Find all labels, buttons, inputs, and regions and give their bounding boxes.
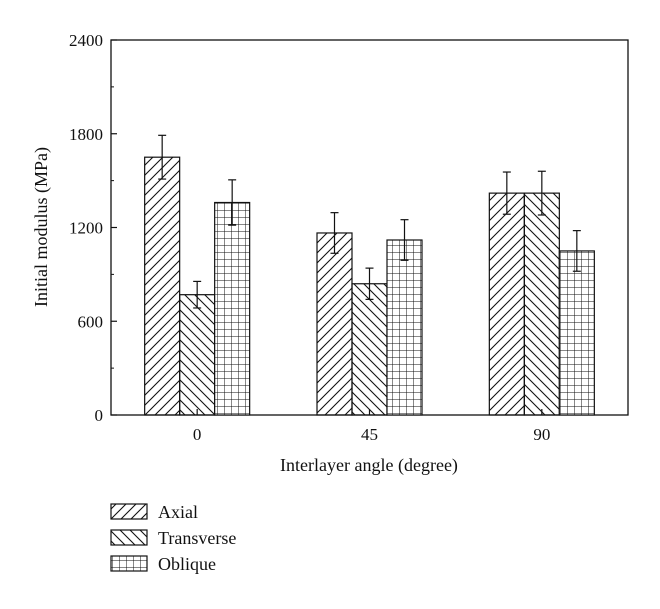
bar-oblique-0 <box>214 201 251 416</box>
error-bar-axial-90 <box>502 171 511 215</box>
error-bar-oblique-45 <box>400 219 409 261</box>
error-bar-transverse-90 <box>537 170 546 216</box>
x-tick-label: 90 <box>533 425 550 444</box>
error-bar-axial-0 <box>158 134 167 180</box>
bar-axial-0 <box>144 156 181 416</box>
legend-swatch <box>110 529 148 546</box>
y-tick-label: 0 <box>95 406 104 425</box>
y-tick-label: 1800 <box>69 125 103 144</box>
error-bars <box>158 134 581 309</box>
error-bar-oblique-90 <box>572 230 581 272</box>
bar-transverse-45 <box>351 283 388 416</box>
x-tick-label: 0 <box>193 425 202 444</box>
legend-item-axial: Axial <box>110 502 198 522</box>
legend-swatch <box>110 555 148 572</box>
x-axis-title: Interlayer angle (degree) <box>280 455 458 476</box>
error-bar-oblique-0 <box>228 179 237 226</box>
error-bar-transverse-45 <box>365 267 374 300</box>
y-tick-label: 1200 <box>69 219 103 238</box>
x-tick-label: 45 <box>361 425 378 444</box>
legend: Axial Transverse Oblique <box>110 502 236 574</box>
legend-label: Oblique <box>158 554 216 574</box>
y-tick-label: 2400 <box>69 31 103 50</box>
bar-transverse-90 <box>523 192 560 416</box>
legend-label: Axial <box>158 502 198 522</box>
bar-axial-45 <box>316 232 353 416</box>
legend-item-transverse: Transverse <box>110 528 236 548</box>
y-axis-title: Initial modulus (MPa) <box>31 147 52 307</box>
bar-axial-90 <box>488 192 525 416</box>
error-bar-axial-45 <box>330 212 339 254</box>
legend-label: Transverse <box>158 528 236 548</box>
legend-item-oblique: Oblique <box>110 554 216 574</box>
error-bar-transverse-0 <box>193 280 202 309</box>
legend-swatch <box>110 503 148 520</box>
bar-transverse-0 <box>179 294 216 416</box>
bar-oblique-45 <box>386 239 423 416</box>
y-tick-label: 600 <box>78 312 104 331</box>
axes: 0 600 1200 1800 2400 0 45 90 <box>69 31 550 444</box>
bar-oblique-90 <box>558 250 595 416</box>
